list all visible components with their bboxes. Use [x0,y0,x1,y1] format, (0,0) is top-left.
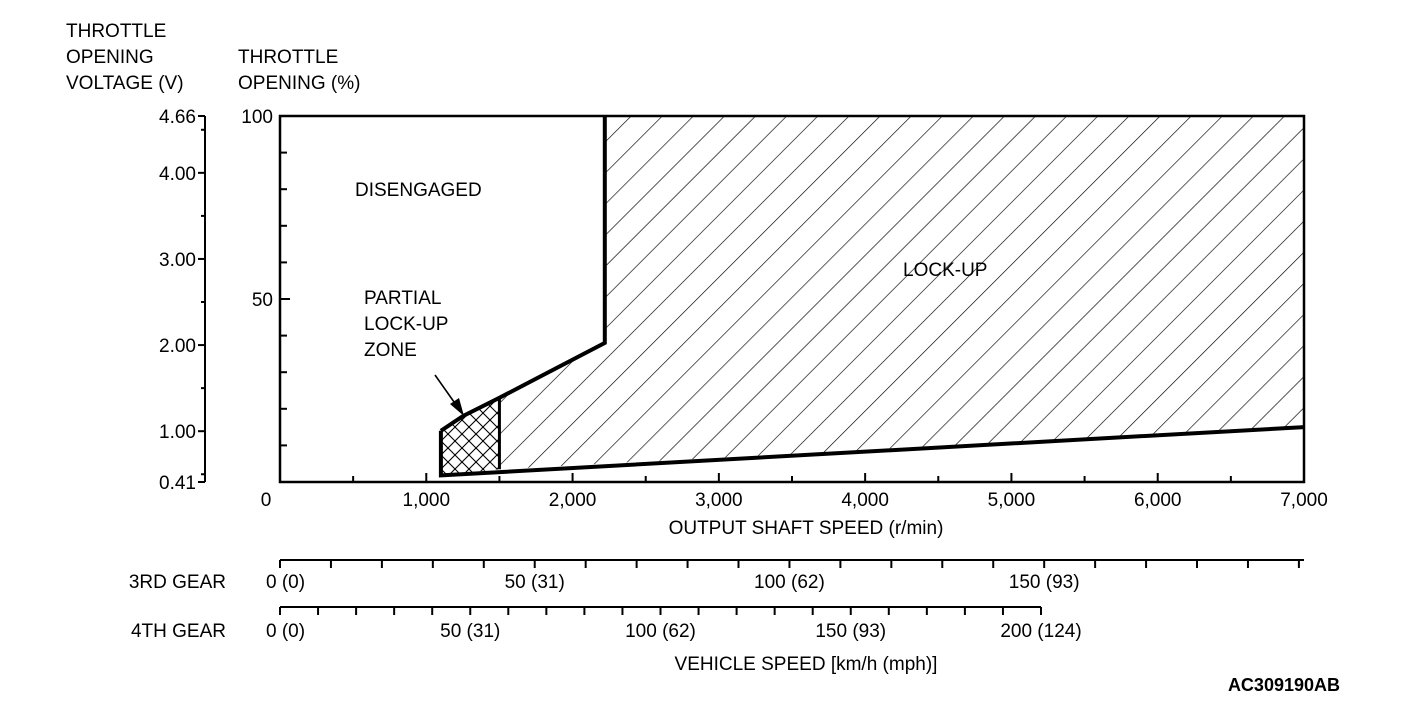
partial-lockup-zone-area [440,397,500,476]
opening-tick-label: 50 [252,290,273,311]
shaft-speed-tick-label: 6,000 [1134,490,1182,511]
voltage-axis-title-line-2: OPENING [66,47,154,68]
lockup-boundary-line [438,425,1305,478]
third-gear-scale-tick-label: 100 (62) [754,572,825,593]
third-gear-scale-tick-label: 150 (93) [1009,572,1080,593]
voltage-axis-title-line-3: VOLTAGE (V) [66,73,184,94]
voltage-tick-label: 1.00 [159,422,196,443]
shaft-speed-tick-label: 0 [261,490,272,511]
lockup-zone-label: LOCK-UP [903,260,987,281]
shaft-speed-tick-label: 7,000 [1280,490,1328,511]
fourth-gear-scale-tick-label: 100 (62) [625,621,696,642]
lockup-upper-boundary-line [439,116,607,433]
third-gear-scale-tick-label: 0 (0) [266,572,305,593]
shaft-speed-axis-ticks: 0 1,000 2,000 3,000 4,000 5,000 6,000 7,000 [261,473,1328,511]
shaft-speed-tick-label: 5,000 [988,490,1036,511]
shaft-speed-tick-label: 1,000 [403,490,451,511]
voltage-tick-label: 4.66 [159,107,196,128]
figure-id: AC309190AB [1228,675,1340,695]
partial-lockup-label-line-2: LOCK-UP [364,314,448,335]
opening-axis-title-line-2: OPENING (%) [238,73,360,94]
voltage-tick-label: 2.00 [159,336,196,357]
partial-zone-callout-arrow [434,374,464,416]
partial-lockup-label-line-3: ZONE [364,340,417,361]
shaft-speed-tick-label: 4,000 [841,490,889,511]
opening-tick-label: 100 [241,107,273,128]
fourth-gear-scale-tick-label: 150 (93) [815,621,886,642]
opening-axis-ticks: 100 50 [241,107,290,447]
vehicle-speed-axis-title: VEHICLE SPEED [km/h (mph)] [675,654,938,675]
fourth-gear-label: 4TH GEAR [131,621,226,642]
voltage-tick-label: 0.41 [159,473,196,494]
voltage-axis-title-line-1: THROTTLE [66,21,166,42]
shaft-speed-axis-title: OUTPUT SHAFT SPEED (r/min) [669,518,944,539]
third-gear-speed-scale: 0 (0) 50 (31) 100 (62) 150 (93) [266,559,1304,593]
shaft-speed-tick-label: 2,000 [549,490,597,511]
third-gear-scale-tick-label: 50 (31) [505,572,565,593]
disengaged-zone-label: DISENGAGED [355,180,482,201]
voltage-tick-label: 4.00 [159,164,196,185]
lockup-zone-area [499,116,1304,470]
partial-lockup-label-line-1: PARTIAL [364,288,441,309]
fourth-gear-scale-tick-label: 200 (124) [1000,621,1081,642]
voltage-tick-label: 3.00 [159,250,196,271]
fourth-gear-speed-scale: 0 (0) 50 (31) 100 (62) 150 (93) 200 (124) [266,606,1082,642]
opening-axis-title-line-1: THROTTLE [238,47,338,68]
third-gear-label: 3RD GEAR [129,572,226,593]
fourth-gear-scale-tick-label: 0 (0) [266,621,305,642]
shaft-speed-tick-label: 3,000 [695,490,743,511]
fourth-gear-scale-tick-label: 50 (31) [440,621,500,642]
voltage-axis-ticks: 4.66 4.00 3.00 2.00 1.00 0.41 [159,107,205,494]
